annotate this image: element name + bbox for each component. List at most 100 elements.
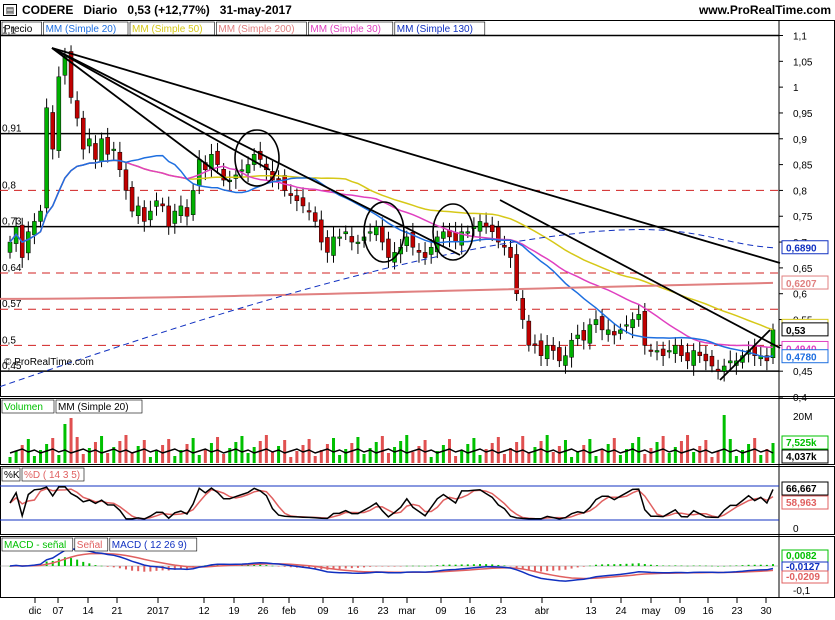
macd-histogram-bar — [271, 565, 274, 567]
macd-histogram-bar — [106, 566, 109, 567]
chart-menu-icon[interactable]: ▤ — [3, 4, 17, 16]
macd-histogram-bar — [9, 566, 11, 567]
x-tick-label-6: 19 — [228, 606, 240, 617]
macd-histogram-bar — [741, 565, 744, 566]
candle — [44, 107, 49, 209]
macd-histogram-bar — [619, 564, 622, 566]
candle — [721, 365, 727, 372]
legend-label-1: MM (Simple 20) — [46, 24, 117, 35]
macd-histogram-bar — [588, 565, 591, 567]
candle — [148, 210, 153, 221]
macd-histogram-bar — [186, 566, 189, 569]
volume-bar — [551, 452, 555, 463]
sma130-line — [0, 229, 774, 388]
candle — [123, 169, 129, 191]
last-date: 31-may-2017 — [219, 3, 292, 17]
volume-bar — [631, 443, 635, 463]
macd-histogram-bar — [70, 558, 73, 566]
volume-bar — [710, 457, 714, 463]
stoch-k-line — [9, 486, 774, 520]
volume-bar — [307, 439, 311, 463]
macd-histogram-bar — [259, 564, 262, 566]
volume-bar — [203, 449, 207, 463]
candle — [581, 330, 587, 341]
last-close-value: 0,53 — [786, 326, 806, 337]
macd-histogram-bar — [381, 566, 384, 567]
stoch-k-last-value: 66,667 — [786, 484, 817, 495]
macd-histogram-bar — [466, 564, 469, 566]
candle — [239, 169, 245, 172]
watermark: © ProRealTime.com — [4, 357, 94, 368]
macd-histogram-bar — [332, 566, 335, 570]
volume-bar — [69, 418, 73, 463]
candle — [166, 205, 171, 227]
candle — [276, 178, 281, 181]
volume-bar — [301, 445, 305, 463]
candle — [160, 203, 165, 207]
sma30-line — [9, 159, 774, 348]
macd-legend-box-1 — [74, 537, 109, 552]
macd-histogram-bar — [63, 557, 66, 566]
macd-histogram-bar — [94, 565, 97, 566]
macd-histogram-bar — [143, 566, 146, 572]
macd-histogram-bar — [283, 566, 286, 567]
macd-histogram-bar — [747, 564, 750, 566]
volume-legend-box-0 — [1, 399, 55, 414]
volume-bar — [606, 444, 610, 463]
candle — [215, 150, 220, 165]
candle — [673, 345, 678, 354]
volume-bar — [747, 444, 751, 463]
volume-bar — [368, 448, 372, 463]
macd-histogram-bar — [308, 566, 311, 569]
left-level-label-1: 0,91 — [2, 124, 22, 135]
volume-bar — [527, 453, 531, 463]
volume-bar — [57, 455, 61, 463]
macd-histogram-bar — [527, 566, 530, 571]
candle — [349, 236, 355, 243]
candle — [496, 226, 501, 243]
price-tick-label: 0,8 — [793, 186, 807, 197]
sma200-line — [0, 281, 774, 300]
candle — [337, 236, 342, 239]
trendline-3 — [51, 47, 231, 183]
left-level-label-5: 0,57 — [2, 299, 22, 310]
volume-bar — [319, 450, 323, 463]
volume-bar — [435, 451, 439, 463]
candle — [32, 221, 37, 236]
volume-bar — [142, 440, 146, 463]
volume-last-value: 7,525k — [786, 438, 817, 449]
volume-bar — [734, 456, 738, 463]
macd-histogram-bar — [503, 565, 506, 566]
macd-signal-last-tag — [781, 570, 829, 584]
candle — [514, 254, 519, 294]
candle — [703, 353, 709, 362]
macd-histogram-bar — [564, 566, 567, 570]
left-level-label-7: 0,45 — [2, 361, 22, 372]
volume-bar — [130, 452, 134, 463]
candle — [465, 231, 471, 234]
price-tick-label: 0,85 — [793, 161, 813, 172]
volume-bar — [106, 453, 110, 463]
candle — [325, 237, 330, 253]
macd-histogram-bar — [253, 564, 256, 566]
volume-bar — [39, 450, 43, 463]
macd-histogram-bar — [430, 565, 433, 567]
candle — [483, 222, 489, 227]
macd-histogram-bar — [399, 566, 402, 567]
x-tick-label-12: mar — [398, 606, 416, 617]
candle — [300, 197, 306, 207]
macd-histogram-bar — [149, 566, 152, 572]
volume-bar — [338, 455, 342, 463]
left-level-label-4: 0,64 — [2, 263, 22, 274]
macd-histogram-bar — [582, 566, 585, 567]
volume-bar — [325, 444, 329, 463]
macd-histogram-bar — [698, 565, 701, 567]
macd-signal-last-value: -0,0209 — [786, 572, 820, 583]
macd-hist-last-value: 0,0082 — [786, 551, 817, 562]
macd-histogram-bar — [424, 565, 427, 567]
volume-bar — [740, 450, 744, 463]
site-url[interactable]: www.ProRealTime.com — [698, 3, 831, 17]
candle — [74, 100, 80, 119]
macd-histogram-bar — [497, 564, 500, 566]
